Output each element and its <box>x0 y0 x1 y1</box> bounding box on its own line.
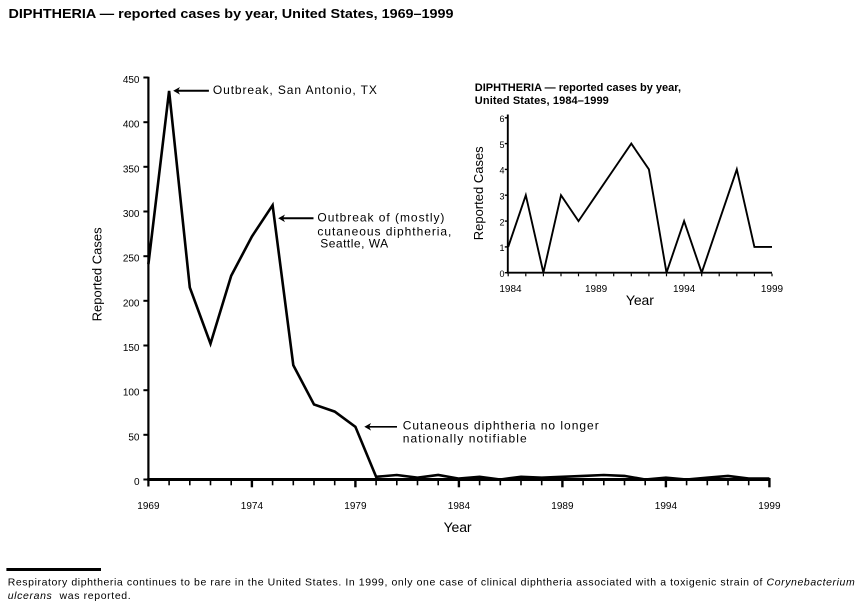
svg-text:1974: 1974 <box>241 501 264 512</box>
svg-text:1979: 1979 <box>344 501 367 512</box>
svg-text:1994: 1994 <box>673 284 696 295</box>
svg-text:1969: 1969 <box>137 501 160 512</box>
svg-text:200: 200 <box>123 298 140 309</box>
svg-text:1: 1 <box>499 243 504 253</box>
svg-text:450: 450 <box>123 75 140 86</box>
svg-text:DIPHTHERIA — reported cases by: DIPHTHERIA — reported cases by year, Uni… <box>9 6 454 21</box>
svg-text:ulcerans was reported.: ulcerans was reported. <box>8 590 131 602</box>
svg-text:0: 0 <box>499 269 504 279</box>
svg-text:1989: 1989 <box>585 284 608 295</box>
svg-text:Year: Year <box>444 519 472 535</box>
svg-text:2: 2 <box>499 217 504 227</box>
svg-text:5: 5 <box>499 140 504 150</box>
svg-text:Cutaneous diphtheria no longer: Cutaneous diphtheria no longer <box>403 419 599 433</box>
svg-text:Respiratory diphtheria continu: Respiratory diphtheria continues to be r… <box>8 577 855 589</box>
svg-text:1984: 1984 <box>499 284 522 295</box>
svg-text:150: 150 <box>123 343 140 354</box>
svg-text:350: 350 <box>123 164 140 175</box>
svg-text:Reported Cases: Reported Cases <box>90 227 105 321</box>
svg-text:1999: 1999 <box>761 284 784 295</box>
svg-text:0: 0 <box>134 477 140 488</box>
svg-text:Year: Year <box>626 292 654 308</box>
svg-text:100: 100 <box>123 388 140 399</box>
svg-text:300: 300 <box>123 209 140 220</box>
svg-text:50: 50 <box>128 432 140 443</box>
svg-text:DIPHTHERIA — reported cases by: DIPHTHERIA — reported cases by year, <box>475 82 681 94</box>
svg-text:4: 4 <box>499 166 504 176</box>
svg-text:400: 400 <box>123 120 140 131</box>
svg-text:Outbreak, San Antonio, TX: Outbreak, San Antonio, TX <box>213 83 377 97</box>
svg-text:1999: 1999 <box>758 501 781 512</box>
svg-text:1994: 1994 <box>655 501 678 512</box>
svg-text:cutaneous diphtheria,: cutaneous diphtheria, <box>317 224 451 238</box>
svg-text:Seattle, WA: Seattle, WA <box>320 237 388 251</box>
svg-text:Reported Cases: Reported Cases <box>471 146 486 240</box>
svg-text:6: 6 <box>499 114 504 124</box>
svg-text:nationally notifiable: nationally notifiable <box>403 432 527 446</box>
svg-text:United States, 1984–1999: United States, 1984–1999 <box>475 95 609 107</box>
svg-text:3: 3 <box>499 191 504 201</box>
svg-text:Outbreak of (mostly): Outbreak of (mostly) <box>317 211 444 225</box>
svg-text:1984: 1984 <box>448 501 471 512</box>
svg-text:250: 250 <box>123 254 140 265</box>
svg-text:1989: 1989 <box>551 501 574 512</box>
